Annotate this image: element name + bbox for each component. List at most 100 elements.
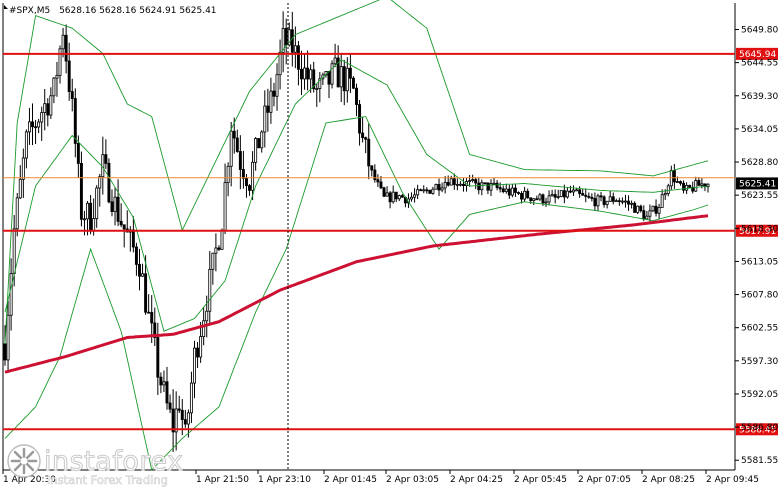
x-tick-label: 2 Apr 07:05 xyxy=(578,475,631,485)
candle xyxy=(422,185,426,194)
candle xyxy=(113,187,117,226)
y-tick-label: 5634.05 xyxy=(741,125,778,135)
candle xyxy=(119,203,123,228)
candle xyxy=(193,340,196,399)
moving-average-line xyxy=(4,214,709,374)
candle xyxy=(413,188,417,203)
candle xyxy=(697,176,701,186)
candle xyxy=(507,184,511,199)
candle xyxy=(15,192,19,237)
candle xyxy=(189,371,193,424)
level-price-tag xyxy=(736,423,778,436)
candle xyxy=(468,174,472,187)
candle xyxy=(275,63,279,111)
candle xyxy=(694,176,698,192)
x-tick-label: 1 Apr 20:30 xyxy=(3,475,56,485)
candle xyxy=(620,197,624,205)
candle xyxy=(49,87,53,119)
candle xyxy=(624,194,627,208)
candle xyxy=(370,165,374,177)
candle xyxy=(251,151,255,201)
candle xyxy=(254,136,258,171)
candle xyxy=(483,182,487,185)
candle xyxy=(584,188,588,203)
y-axis: 5649.80 5644.55 5639.30 5634.05 5628.80 5623.… xyxy=(735,26,778,466)
x-tick-label: 2 Apr 09:45 xyxy=(706,475,759,485)
candle xyxy=(581,188,585,196)
y-tick-label: 5644.55 xyxy=(741,59,778,69)
candle xyxy=(312,61,316,93)
candle xyxy=(266,88,270,132)
candle xyxy=(345,57,349,103)
candle xyxy=(18,165,22,199)
candle xyxy=(336,45,340,88)
level-price-label: 5586.45 xyxy=(739,425,776,435)
y-tick-label: 5581.55 xyxy=(741,456,778,466)
candle xyxy=(293,26,297,69)
candle xyxy=(199,321,203,363)
candle xyxy=(107,158,111,204)
candle xyxy=(431,186,435,195)
candle xyxy=(471,174,475,183)
candle xyxy=(263,90,267,148)
candle xyxy=(110,189,114,217)
candle xyxy=(248,184,251,196)
bollinger-lower-line xyxy=(4,116,709,471)
candle xyxy=(162,370,166,393)
candle xyxy=(498,182,502,193)
candle xyxy=(480,179,484,196)
candle xyxy=(171,389,175,452)
candle xyxy=(550,189,554,197)
candle xyxy=(333,43,337,68)
candle xyxy=(241,150,245,189)
candle xyxy=(419,188,423,192)
candle xyxy=(400,194,404,198)
corner-marker-icon xyxy=(4,5,8,9)
candle xyxy=(217,245,221,251)
candle xyxy=(6,300,10,371)
candle xyxy=(86,201,89,236)
level-price-tag xyxy=(736,47,778,60)
candle xyxy=(633,201,637,213)
candle xyxy=(315,83,319,107)
header-ohlc-label: #SPX,M5 5628.16 5628.16 5624.91 5625.41 xyxy=(9,6,217,16)
candle xyxy=(474,177,478,190)
candle xyxy=(104,139,108,169)
candle xyxy=(58,45,62,84)
candle xyxy=(599,191,603,202)
ohlc-values: 5628.16 5628.16 5624.91 5625.41 xyxy=(59,6,216,16)
candle xyxy=(238,135,242,190)
candle xyxy=(565,187,569,199)
candle xyxy=(46,98,50,127)
candle xyxy=(76,135,80,178)
candle xyxy=(361,116,365,143)
level-price-label: 5645.94 xyxy=(739,50,776,60)
candle xyxy=(437,178,441,197)
candle xyxy=(226,162,230,197)
candle xyxy=(486,182,490,195)
candle xyxy=(639,204,643,213)
x-tick-label: 2 Apr 03:05 xyxy=(386,475,439,485)
candle xyxy=(306,50,310,91)
candle xyxy=(410,192,413,202)
y-tick-label: 5613.05 xyxy=(741,257,778,267)
candle xyxy=(547,190,551,206)
candle xyxy=(504,183,508,194)
candle xyxy=(568,185,572,194)
candle xyxy=(34,119,38,144)
candle xyxy=(388,191,392,209)
candle xyxy=(416,184,420,200)
candle xyxy=(538,192,542,202)
candle xyxy=(572,185,575,196)
candle xyxy=(602,195,606,208)
candle xyxy=(61,27,65,58)
candle xyxy=(605,200,609,209)
candle xyxy=(523,186,527,202)
candle xyxy=(318,72,322,103)
candle xyxy=(260,130,264,153)
candle xyxy=(617,197,621,206)
candle xyxy=(290,11,294,67)
candle xyxy=(455,178,459,191)
